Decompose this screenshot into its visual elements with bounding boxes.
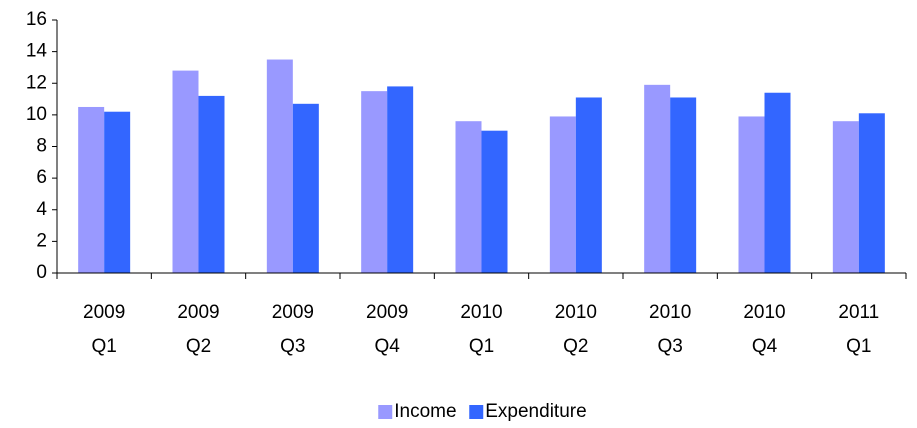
y-tick-label: 10	[26, 104, 47, 125]
x-tick-label: 2010	[743, 302, 785, 323]
legend-swatch	[469, 405, 484, 419]
bar	[198, 95, 225, 274]
x-tick-label: Q4	[752, 336, 778, 357]
x-tick-label: Q1	[469, 336, 494, 357]
x-tick-label: 2011	[838, 302, 879, 323]
x-tick-label: 2009	[83, 302, 125, 323]
legend-swatch	[378, 405, 393, 419]
y-tick-label: 0	[36, 262, 47, 283]
bar	[670, 97, 697, 273]
x-tick-label: Q2	[186, 336, 211, 357]
bar	[455, 121, 482, 273]
x-tick-label: 2009	[366, 302, 408, 323]
y-tick-label: 6	[36, 167, 47, 188]
bar	[387, 86, 414, 273]
x-tick-label: Q2	[563, 336, 588, 357]
x-tick-label: Q1	[91, 336, 116, 357]
y-tick-label: 16	[26, 9, 47, 30]
x-tick-label: 2010	[555, 302, 597, 323]
bar	[644, 84, 671, 273]
x-tick-label: Q1	[846, 336, 871, 357]
bar	[575, 97, 602, 273]
legend-label: Expenditure	[485, 401, 586, 422]
y-tick-label: 8	[36, 136, 47, 157]
bar	[738, 116, 765, 273]
x-tick-label: 2010	[649, 302, 691, 323]
legend-label: Income	[394, 401, 456, 422]
bar	[266, 59, 293, 273]
bar	[832, 121, 859, 273]
bar	[549, 116, 576, 273]
x-tick-label: Q4	[374, 336, 400, 357]
x-tick-label: 2009	[177, 302, 219, 323]
y-tick-label: 4	[36, 199, 47, 220]
y-tick-label: 2	[36, 230, 47, 251]
bar	[104, 111, 131, 274]
x-tick-label: Q3	[657, 336, 682, 357]
bar	[858, 113, 885, 273]
x-tick-label: 2010	[460, 302, 502, 323]
x-tick-label: Q3	[280, 336, 305, 357]
bar	[292, 103, 319, 274]
bar	[764, 92, 791, 273]
bar	[481, 130, 508, 273]
y-tick-label: 14	[26, 41, 48, 62]
bar	[172, 70, 199, 273]
bar	[361, 91, 388, 273]
x-tick-label: 2009	[272, 302, 314, 323]
bar	[78, 106, 105, 273]
y-tick-label: 12	[26, 72, 47, 93]
